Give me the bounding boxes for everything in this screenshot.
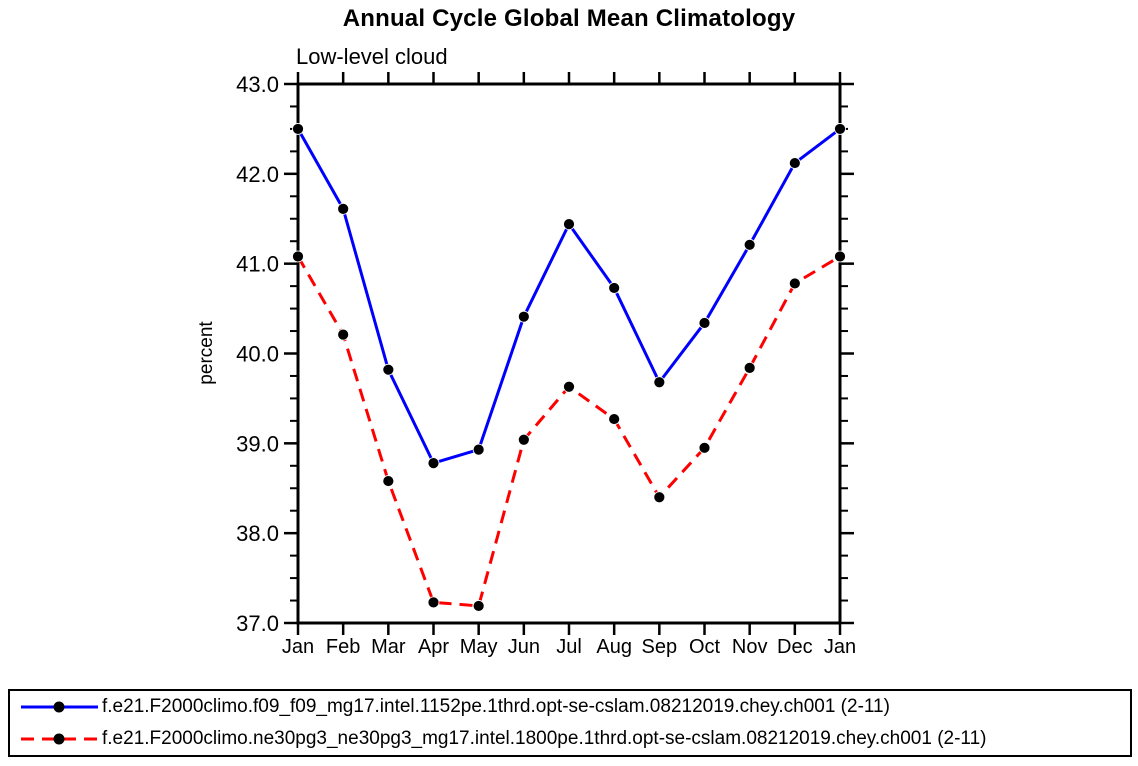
solid-line-legend-icon xyxy=(21,701,98,713)
chart-title: Annual Cycle Global Mean Climatology xyxy=(342,5,796,32)
series-0-marker-dot xyxy=(834,123,846,135)
legend-marker-dot-icon xyxy=(53,733,65,745)
series-0-marker-dot xyxy=(427,457,440,469)
y-tick-label: 41.0 xyxy=(236,252,279,277)
y-tick-label: 39.0 xyxy=(236,431,279,456)
series-1-marker-dot xyxy=(653,491,666,504)
series-line-1 xyxy=(296,255,841,608)
series-0-marker-dot xyxy=(517,310,530,323)
series-0-marker-dot xyxy=(382,363,395,376)
y-tick-label: 37.0 xyxy=(236,611,279,636)
x-tick-label: Jan xyxy=(824,636,856,658)
x-tick-label: Mar xyxy=(371,636,406,658)
series-1-marker-dot xyxy=(834,250,846,263)
x-tick-label: Dec xyxy=(777,636,813,658)
series-1-marker-dot xyxy=(563,380,575,393)
series-1-marker-dot xyxy=(743,361,756,374)
legend-label-series1: f.e21.F2000climo.f09_f09_mg17.intel.1152… xyxy=(102,696,890,717)
series-0-marker-dot xyxy=(743,238,756,251)
series-0-marker-dot xyxy=(337,202,350,215)
x-tick-label: Nov xyxy=(732,636,768,658)
annual-cycle-line-chart: Jan Feb Mar Apr May Jun Jul Aug Sep Oct Nov Dec Jan3… xyxy=(236,72,856,658)
x-tick-label: Jan xyxy=(282,636,314,658)
legend-box: f.e21.F2000climo.f09_f09_mg17.intel.1152… xyxy=(8,689,1132,757)
series-0-marker-dot xyxy=(788,157,801,169)
x-tick-label: Aug xyxy=(596,636,632,658)
legend-label-series2: f.e21.F2000climo.ne30pg3_ne30pg3_mg17.in… xyxy=(102,728,987,749)
plot-frame xyxy=(296,82,842,625)
series-1-marker-dot xyxy=(337,328,350,341)
legend-marker-dot-icon xyxy=(53,701,65,713)
legend-row-series2: f.e21.F2000climo.ne30pg3_ne30pg3_mg17.in… xyxy=(10,723,1130,755)
x-tick-label: May xyxy=(460,636,498,658)
series-0-marker-dot xyxy=(608,282,621,294)
legend-row-series1: f.e21.F2000climo.f09_f09_mg17.intel.1152… xyxy=(10,691,1130,723)
series-1-marker-dot xyxy=(427,596,440,609)
y-tick-label: 38.0 xyxy=(236,521,279,546)
x-tick-label: Oct xyxy=(689,636,721,658)
x-tick-label: Feb xyxy=(326,636,360,658)
x-tick-label: Apr xyxy=(418,636,449,658)
y-tick-label: 40.0 xyxy=(236,342,279,367)
series-1-marker-dot xyxy=(788,277,801,290)
y-tick-label: 42.0 xyxy=(236,162,279,187)
series-1-marker-dot xyxy=(517,433,530,446)
series-1-marker-dot xyxy=(382,475,395,487)
x-tick-label: Sep xyxy=(642,636,678,658)
series-1-marker-dot xyxy=(608,413,621,425)
x-tick-label: Jul xyxy=(556,636,582,658)
x-tick-label: Jun xyxy=(508,636,540,658)
series-1-marker-dot xyxy=(698,441,711,454)
dashed-line-legend-icon xyxy=(21,733,98,745)
y-tick-label: 43.0 xyxy=(236,72,279,97)
series-0-marker-dot xyxy=(653,376,666,389)
series-0-marker-dot xyxy=(563,218,575,231)
series-0-marker-dot xyxy=(472,443,485,456)
series-0-marker-dot xyxy=(698,317,711,329)
series-1-marker-dot xyxy=(472,600,485,612)
series-1-marker-dot xyxy=(292,250,304,263)
series-line-0 xyxy=(296,127,841,465)
chart-subtitle: Low-level cloud xyxy=(296,44,448,69)
series-0-marker-dot xyxy=(292,123,304,135)
